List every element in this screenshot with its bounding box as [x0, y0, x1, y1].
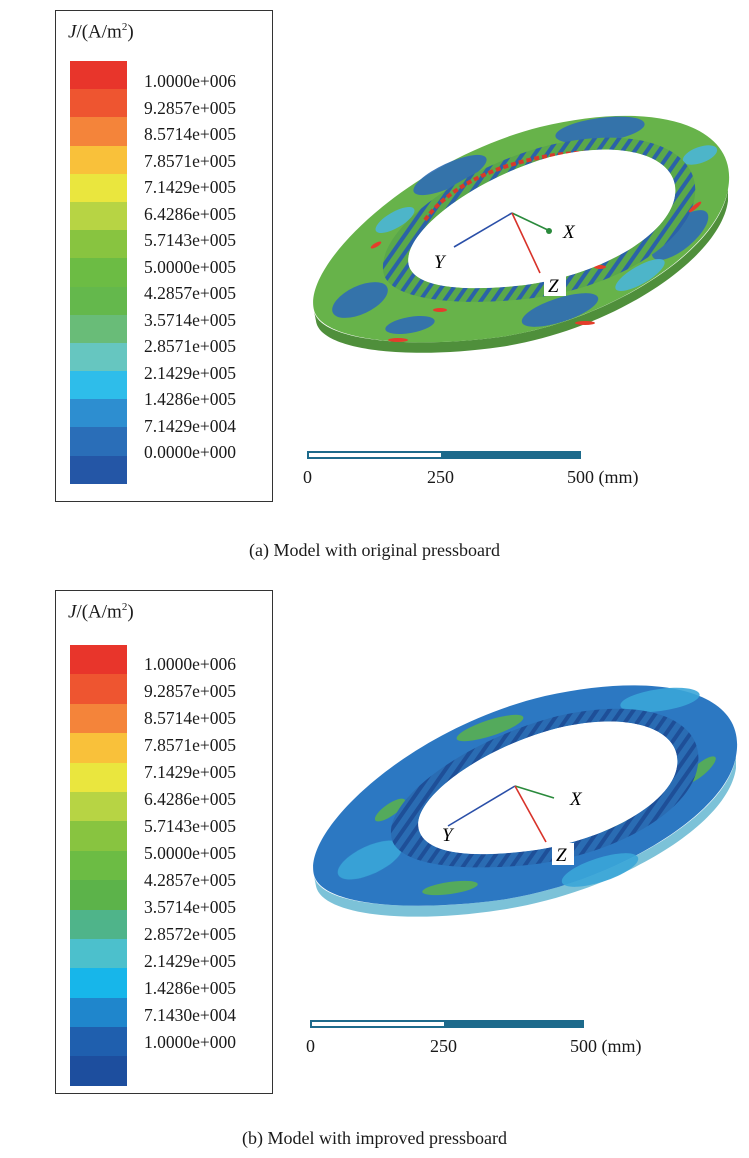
axis-label-z: Z — [548, 276, 559, 297]
legend-b: J/(A/m2) 1.0000e+006 9.2857e+005 8.5714e+0… — [55, 590, 273, 1094]
legend-swatch — [70, 258, 127, 287]
legend-swatch — [70, 399, 127, 428]
legend-label: 5.7143e+005 — [144, 230, 237, 250]
legend-label: 1.0000e+006 — [144, 654, 237, 674]
legend-label: 0.0000e+000 — [144, 442, 237, 462]
legend-swatch — [70, 968, 127, 998]
legend-swatch — [70, 880, 127, 910]
scale-tick-0: 0 — [303, 467, 312, 487]
legend-swatch — [70, 145, 127, 174]
legend-swatch — [70, 645, 127, 675]
legend-a: J/(A/m2) 1.0000e+006 9.2857e+005 8.5714e+0… — [55, 10, 273, 502]
legend-swatch — [70, 674, 127, 704]
legend-swatch — [70, 850, 127, 881]
legend-swatch — [70, 997, 127, 1028]
legend-swatch — [70, 201, 127, 231]
legend-label: 7.1430e+004 — [144, 1005, 237, 1025]
axis-label-x: X — [562, 222, 576, 243]
axis-label-x: X — [569, 789, 583, 810]
legend-swatch — [70, 61, 127, 90]
legend-label: 8.5714e+005 — [144, 708, 237, 728]
scale-tick-500: 500 (mm) — [567, 467, 639, 487]
scale-tick-250: 250 — [430, 1036, 457, 1056]
legend-swatch — [70, 230, 127, 259]
legend-label: 4.2857e+005 — [144, 283, 237, 303]
caption-a: (a) Model with original pressboard — [249, 540, 500, 560]
legend-label: 2.1429e+005 — [144, 362, 237, 383]
legend-swatch — [70, 762, 127, 792]
color-swatches — [70, 645, 127, 1086]
legend-swatch — [70, 314, 127, 343]
pressboard-model-a: X Y Z — [313, 115, 730, 353]
legend-label: 2.8571e+005 — [144, 336, 237, 356]
legend-swatch — [70, 909, 127, 939]
legend-label: 8.5714e+005 — [144, 124, 237, 144]
legend-label: 4.2857e+005 — [144, 870, 237, 890]
legend-label: 7.8571e+005 — [144, 735, 237, 755]
legend-label: 2.1429e+005 — [144, 951, 237, 971]
blue-patches — [332, 116, 709, 334]
legend-label: 9.2857e+005 — [144, 681, 237, 701]
legend-label: 5.7143e+005 — [144, 816, 237, 836]
legend-label: 2.8572e+005 — [144, 924, 237, 944]
legend-label: 1.0000e+000 — [144, 1032, 237, 1052]
scale-tick-250: 250 — [427, 467, 454, 487]
legend-swatch — [70, 1027, 127, 1057]
coordinate-axes: X Y Z — [442, 785, 583, 866]
legend-swatch — [70, 342, 127, 372]
pressboard-model-b: X Y Z — [313, 685, 738, 917]
panel-a: J/(A/m2) 1.0000e+006 9.2857e+005 8.5714e+0… — [55, 10, 730, 560]
legend-swatch — [70, 89, 127, 118]
scale-segment-dark — [443, 451, 581, 459]
axis-label-y: Y — [442, 825, 455, 846]
color-swatches — [70, 61, 127, 484]
legend-swatch — [70, 938, 127, 969]
legend-swatch — [70, 703, 127, 734]
legend-label: 1.4286e+005 — [144, 978, 237, 998]
legend-label: 6.4286e+005 — [144, 789, 237, 809]
scale-segment-light — [310, 1020, 446, 1028]
legend-label: 3.5714e+005 — [144, 309, 237, 330]
legend-title: J/(A/m2) — [68, 21, 134, 43]
legend-swatch — [70, 791, 127, 822]
coordinate-axes: X Y Z — [434, 212, 576, 297]
legend-label: 7.1429e+005 — [144, 177, 237, 197]
legend-label: 9.2857e+005 — [144, 97, 237, 118]
legend-label: 3.5714e+005 — [144, 897, 237, 917]
legend-swatch — [70, 117, 127, 146]
axis-label-y: Y — [434, 252, 447, 273]
scale-tick-500: 500 (mm) — [570, 1036, 642, 1056]
legend-swatch — [70, 455, 127, 484]
legend-swatch — [70, 286, 127, 315]
red-hotspots — [370, 201, 702, 342]
legend-title: J/(A/m2) — [68, 601, 134, 623]
caption-b: (b) Model with improved pressboard — [242, 1128, 507, 1148]
legend-label: 5.0000e+005 — [144, 256, 237, 277]
legend-swatch — [70, 173, 127, 202]
legend-swatch — [70, 733, 127, 763]
legend-label: 6.4286e+005 — [144, 203, 237, 224]
scale-segment-light — [307, 451, 443, 459]
scale-segment-dark — [446, 1020, 584, 1028]
legend-swatch — [70, 821, 127, 851]
legend-label: 1.4286e+005 — [144, 389, 237, 409]
legend-label: 7.1429e+004 — [144, 415, 237, 436]
legend-label: 7.1429e+005 — [144, 762, 237, 782]
panel-b: J/(A/m2) 1.0000e+006 9.2857e+005 8.5714e+0… — [0, 580, 749, 1158]
legend-label: 7.8571e+005 — [144, 150, 237, 171]
legend-swatch — [70, 427, 127, 456]
legend-swatch — [70, 1056, 127, 1086]
legend-label: 5.0000e+005 — [144, 843, 237, 863]
axis-label-z: Z — [556, 845, 567, 866]
scale-tick-0: 0 — [306, 1036, 315, 1056]
legend-swatch — [70, 371, 127, 400]
legend-label: 1.0000e+006 — [144, 71, 237, 91]
